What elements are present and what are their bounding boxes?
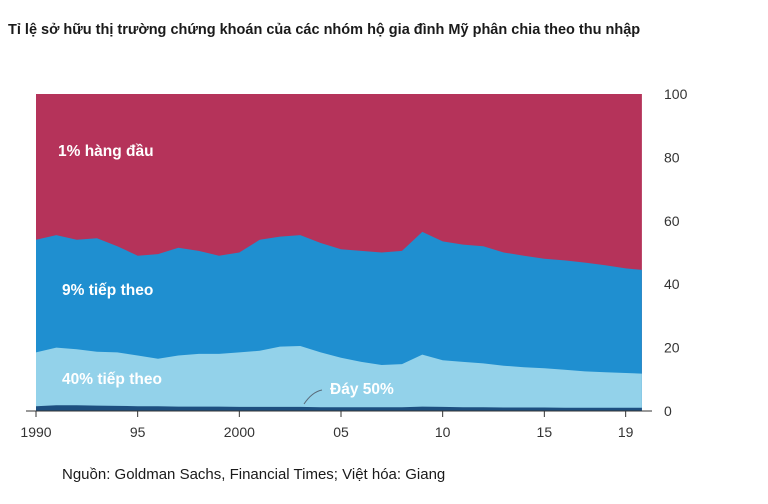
area-bottom50	[36, 405, 642, 411]
x-tick-label: 19	[618, 424, 634, 440]
series-label-top1: 1% hàng đầu	[58, 143, 154, 160]
series-label-next40: 40% tiếp theo	[62, 371, 162, 388]
area-next40	[36, 346, 642, 411]
x-tick-label: 95	[130, 424, 146, 440]
y-tick-label: 80	[664, 149, 680, 165]
x-tick-label: 1990	[20, 424, 51, 440]
y-tick-label: 100	[664, 86, 688, 102]
x-tick-label: 15	[537, 424, 553, 440]
x-tick-label: 2000	[224, 424, 255, 440]
x-tick-label: 05	[333, 424, 349, 440]
y-tick-label: 0	[664, 403, 672, 419]
area-series-group	[36, 94, 642, 411]
y-tick-label: 60	[664, 213, 680, 229]
axes-group: 1990 95 2000 05 10 15 19 0 20 40 60 80 100	[20, 86, 687, 440]
y-tick-label: 40	[664, 276, 680, 292]
series-label-bottom50: Đáy 50%	[330, 381, 394, 398]
chart-title: Tỉ lệ sở hữu thị trường chứng khoán của …	[8, 22, 641, 38]
x-tick-label: 10	[435, 424, 451, 440]
source-note: Nguồn: Goldman Sachs, Financial Times; V…	[62, 466, 446, 483]
y-tick-label: 20	[664, 340, 680, 356]
series-label-next9: 9% tiếp theo	[62, 282, 153, 299]
series-labels-group: 1% hàng đầu 9% tiếp theo 40% tiếp theo Đáy …	[58, 143, 394, 405]
annotation-leader-line	[303, 389, 323, 405]
